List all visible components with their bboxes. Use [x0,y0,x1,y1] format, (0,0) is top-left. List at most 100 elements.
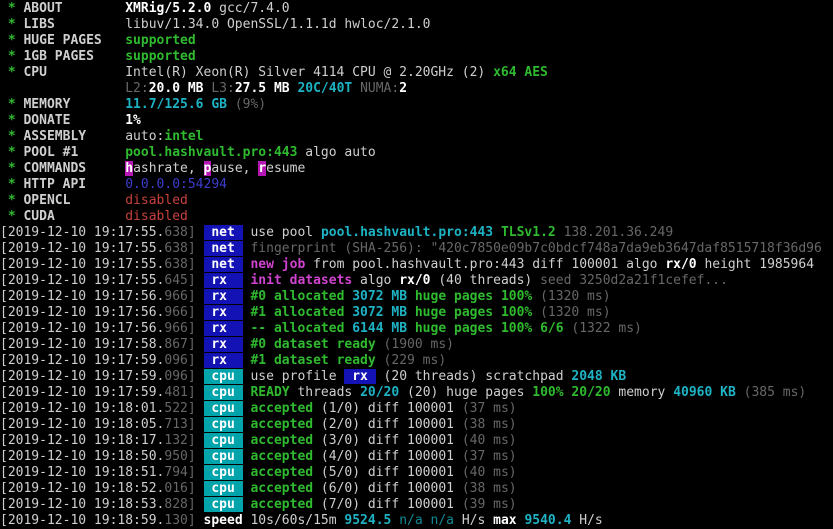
info-line-opencl: * OPENCL disabled [0,193,833,209]
accepted-label: accepted [250,401,314,416]
l3-label: L3: [211,81,235,96]
info-line-memory: * MEMORY 11.7/125.6 GB (9%) [0,97,833,113]
log-tag-rx: rx [203,321,243,336]
log-tag-cpu: cpu [203,385,243,400]
info-label-huge-pages: HUGE PAGES [23,33,126,48]
text-run: * [0,113,24,128]
thread-count: 20/20 [360,385,400,400]
text-run [196,353,204,368]
text-run: (1320 ms) [532,305,611,320]
text-run: huge pages 100% 6/6 [407,321,564,336]
text-run: memory [610,385,674,400]
text-run [196,225,204,240]
text-run: use pool [242,225,321,240]
text-run [196,433,204,448]
text-run: (20) huge pages [399,385,533,400]
speed-10s: 9524.5 [344,513,392,528]
text-run [196,401,204,416]
hotkey-resume: r [258,161,267,176]
log-timestamp: [2019-12-10 19:17:56. [0,305,165,320]
hotkey-pause: p [203,161,212,176]
text-run [196,417,204,432]
text-run [196,481,204,496]
text-run: * [0,17,24,32]
scratchpad-size: 2048 KB [571,369,627,384]
log-tag-rx: rx [203,305,243,320]
text-run: (39 ms) [454,497,517,512]
memory-percent: (9%) [226,97,267,112]
speed-na: n/a n/a [399,513,454,528]
text-run: * [0,33,24,48]
log-tag-cpu: cpu [203,401,243,416]
log-timestamp-ms: 132] [164,433,196,448]
text-run: from pool.hashvault.pro:443 diff 100001 … [305,257,666,272]
text-run: (40 threads) [430,273,533,288]
1gb-pages-status: supported [125,49,196,64]
text-run [196,369,204,384]
log-accepted-2: [2019-12-10 19:18:05.713] cpu accepted (… [0,417,833,433]
hotkey-hashrate: h [125,161,134,176]
l3-value: 27.5 MB [234,81,290,96]
huge-pages-ratio: 100% 20/20 [532,385,611,400]
info-line-donate: * DONATE 1% [0,113,833,129]
pool-algo: algo auto [297,145,376,160]
log-timestamp-ms: 130] [164,513,196,528]
log-timestamp: [2019-12-10 19:17:59. [0,353,165,368]
text-run: (3/0) diff 100001 [313,433,454,448]
text-run: (1322 ms) [563,321,642,336]
text-run: (38 ms) [454,417,517,432]
memory-usage: 11.7/125.6 GB [125,97,227,112]
memory-kb: 40960 KB [673,385,736,400]
log-timestamp-ms: 966] [164,321,196,336]
log-timestamp: [2019-12-10 19:17:55. [0,225,165,240]
log-fingerprint: [2019-12-10 19:17:55.638] net fingerprin… [0,241,833,257]
text-run: 3072 MB [344,305,408,320]
text-run: * [0,177,24,192]
text-run: (6/0) diff 100001 [313,481,454,496]
speed-intervals: 10s/60s/15m [242,513,345,528]
log-accepted-5: [2019-12-10 19:18:51.794] cpu accepted (… [0,465,833,481]
text-run: (1320 ms) [532,289,611,304]
log-timestamp-ms: 966] [164,305,196,320]
text-run [196,273,204,288]
compiler-version: gcc/7.4.0 [211,1,290,16]
text-run: * [0,193,24,208]
log-timestamp-ms: 638] [164,225,196,240]
info-line-1gb-pages: * 1GB PAGES supported [0,49,833,65]
text-run [196,385,204,400]
info-line-huge-pages: * HUGE PAGES supported [0,33,833,49]
log-timestamp-ms: 638] [164,257,196,272]
text-run [196,465,204,480]
text-run: ause, [211,161,259,176]
info-label-commands: COMMANDS [23,161,126,176]
text-run: (40 ms) [454,465,517,480]
core-thread-count: 20C/40T [297,81,353,96]
log-timestamp-ms: 713] [164,417,196,432]
log-accepted-4: [2019-12-10 19:18:50.950] cpu accepted (… [0,449,833,465]
log-tag-net: net [203,241,243,256]
text-run [196,497,204,512]
text-run: (4/0) diff 100001 [313,449,454,464]
l2-value: 20.0 MB [148,81,204,96]
text-run: esume [266,161,306,176]
log-timestamp-ms: 016] [164,481,196,496]
log-timestamp-ms: 645] [164,273,196,288]
info-line-cpu: * CPU Intel(R) Xeon(R) Silver 4114 CPU @… [0,65,833,81]
log-timestamp: [2019-12-10 19:18:17. [0,433,165,448]
text-run: (40 ms) [454,433,517,448]
log-timestamp-ms: 481] [164,385,196,400]
text-run: (7/0) diff 100001 [313,497,454,512]
text-run: * [0,65,24,80]
text-run: 3072 MB [344,289,408,304]
speed-max: 9540.4 [524,513,572,528]
cpu-features: x64 AES [493,65,548,80]
info-label-opencl: OPENCL [23,193,126,208]
text-run: (1900 ms) [375,337,454,352]
text-run: huge pages 100% [407,289,533,304]
assembly-mode: auto: [125,129,165,144]
text-run [454,513,462,528]
log-tag-rx: rx [203,337,243,352]
info-label-assembly: ASSEMBLY [23,129,126,144]
text-run [196,289,204,304]
